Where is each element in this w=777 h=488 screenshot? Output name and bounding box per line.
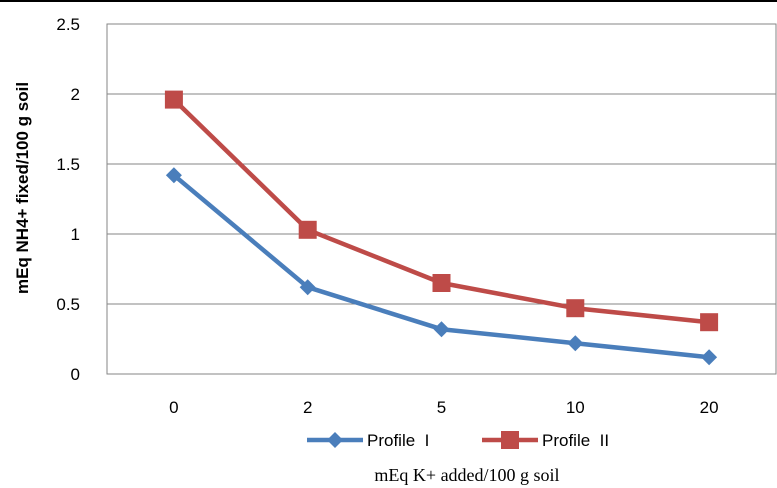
data-point bbox=[701, 349, 718, 366]
x-axis-title: mEq K+ added/100 g soil bbox=[374, 465, 559, 485]
x-tick-label: 20 bbox=[700, 398, 719, 417]
y-axis-tick-labels: 0 0.5 1 1.5 2 2.5 bbox=[56, 15, 80, 384]
series-group bbox=[164, 90, 719, 366]
legend-label: Profile I bbox=[367, 431, 429, 450]
series-1 bbox=[165, 167, 718, 366]
legend: Profile I Profile II bbox=[307, 431, 609, 450]
series-2 bbox=[164, 90, 719, 332]
legend-item-1: Profile I bbox=[307, 431, 429, 450]
legend-item-2: Profile II bbox=[482, 431, 609, 450]
y-tick-label: 0.5 bbox=[56, 295, 80, 314]
data-point bbox=[432, 274, 451, 292]
top-border-line bbox=[0, 0, 777, 2]
y-tick-label: 0 bbox=[71, 365, 80, 384]
legend-marker bbox=[327, 432, 343, 448]
y-tick-label: 1 bbox=[71, 225, 80, 244]
legend-marker bbox=[501, 431, 519, 449]
y-tick-label: 1.5 bbox=[56, 155, 80, 174]
x-tick-label: 0 bbox=[169, 398, 178, 417]
y-tick-label: 2 bbox=[71, 85, 80, 104]
data-point bbox=[165, 167, 182, 184]
data-point bbox=[566, 299, 585, 318]
gridlines bbox=[107, 23, 776, 375]
x-tick-label: 10 bbox=[566, 398, 585, 417]
x-axis-tick-labels: 0 2 5 10 20 bbox=[169, 398, 718, 417]
x-tick-label: 2 bbox=[303, 398, 312, 417]
data-point bbox=[567, 335, 584, 352]
data-point bbox=[298, 220, 317, 239]
legend-label: Profile II bbox=[542, 431, 609, 450]
data-point bbox=[433, 321, 450, 338]
y-axis-title: mEq NH4+ fixed/100 g soil bbox=[13, 82, 32, 294]
x-tick-label: 5 bbox=[437, 398, 446, 417]
data-point bbox=[299, 279, 316, 296]
data-point bbox=[700, 313, 719, 332]
y-tick-label: 2.5 bbox=[56, 15, 80, 34]
data-point bbox=[164, 90, 183, 109]
